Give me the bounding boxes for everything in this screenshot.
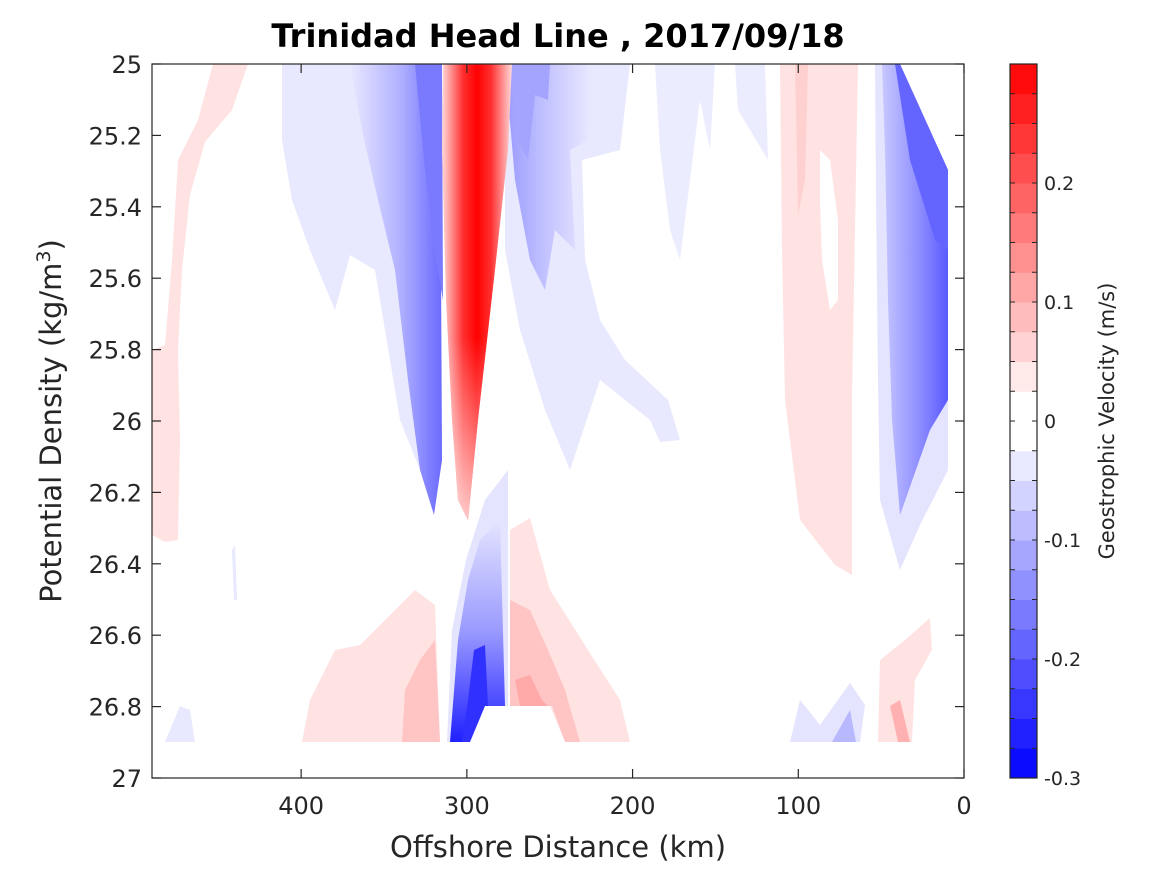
plot-area <box>152 64 964 778</box>
colorbar-swatch <box>1010 272 1037 303</box>
colorbar-swatch <box>1010 659 1037 690</box>
y-tick-label: 26 <box>111 408 142 436</box>
colorbar-swatch <box>1010 450 1037 481</box>
y-tick-label: 25 <box>111 51 142 79</box>
colorbar-swatch <box>1010 748 1037 779</box>
colorbar-swatch <box>1010 629 1037 660</box>
colorbar-swatch <box>1010 391 1037 422</box>
colorbar-swatch <box>1010 123 1037 154</box>
colorbar-swatch <box>1010 183 1037 214</box>
y-axis: 25 25.2 25.4 25.6 25.8 26 26.2 26.4 26.6 26.8 27 <box>89 51 964 793</box>
colorbar-swatch <box>1010 510 1037 541</box>
colorbar-swatch <box>1010 242 1037 273</box>
colorbar-tick-label: 0.2 <box>1044 173 1074 195</box>
contour-no-data-notch <box>470 706 565 742</box>
contour-nearshore-red-dark <box>795 64 808 215</box>
colorbar-swatch <box>1010 212 1037 243</box>
y-tick-label: 26.8 <box>89 694 142 722</box>
contour-nearshore-deep-red-core <box>890 700 910 742</box>
colorbar-tick-label: 0.1 <box>1044 292 1074 314</box>
contour-small-blue-offshore <box>165 706 195 742</box>
contour-red-core-fade <box>442 64 512 520</box>
contour-deep-red-lobe-inner <box>510 600 580 742</box>
colorbar-tick-label: -0.2 <box>1044 649 1081 671</box>
y-axis-label-superscript: 3 <box>33 250 55 262</box>
y-tick-label: 25.6 <box>89 265 142 293</box>
x-tick-label: 200 <box>610 792 656 820</box>
contour-offshore-red <box>152 64 248 542</box>
colorbar-swatch <box>1010 302 1037 333</box>
y-axis-label-main: Potential Density (kg/m <box>34 263 68 603</box>
contour-nearshore-red-gap <box>820 150 838 310</box>
contour-faint-blue-mid <box>655 64 715 260</box>
colorbar-swatch <box>1010 718 1037 749</box>
contour-blue-wedge <box>350 64 442 515</box>
colorbar-swatch <box>1010 93 1037 124</box>
contour-nearshore-deep-blue-core <box>832 710 856 742</box>
y-tick-label: 25.8 <box>89 337 142 365</box>
colorbar-swatch <box>1010 688 1037 719</box>
contour-coastal-blue-core <box>895 64 948 250</box>
colorbar-swatch <box>1010 480 1037 511</box>
colorbar-swatch <box>1010 569 1037 600</box>
y-tick-label: 27 <box>111 765 142 793</box>
colorbar-swatch <box>1010 599 1037 630</box>
y-tick-label: 25.2 <box>89 122 142 150</box>
colorbar-swatch <box>1010 361 1037 392</box>
y-tick-label: 26.4 <box>89 551 142 579</box>
y-tick-label: 26.2 <box>89 479 142 507</box>
contour-small-blue-speck <box>232 545 237 600</box>
x-axis-label: Offshore Distance (km) <box>390 830 726 864</box>
contour-deep-blue-lens-inner <box>450 520 505 742</box>
y-tick-label: 26.6 <box>89 622 142 650</box>
x-tick-label: 300 <box>444 792 490 820</box>
colorbar-swatch <box>1010 153 1037 184</box>
colorbar-tick-label: -0.1 <box>1044 530 1081 552</box>
colorbar-tick-label: 0 <box>1044 411 1056 433</box>
y-tick-label: 25.4 <box>89 194 142 222</box>
x-axis: 400 300 200 100 0 <box>278 64 972 820</box>
contour-faint-blue-mid2 <box>735 64 768 160</box>
chart-title: Trinidad Head Line , 2017/09/18 <box>271 17 844 55</box>
y-axis-label: Potential Density (kg/m3) <box>33 239 68 603</box>
colorbar: -0.3 -0.2 -0.1 0 0.1 0.2 <box>1009 63 1081 790</box>
contour-deep-red-left-inner <box>402 640 440 742</box>
colorbar-swatch <box>1010 421 1037 452</box>
y-axis-label-close: ) <box>34 239 68 250</box>
x-tick-label: 400 <box>278 792 324 820</box>
colorbar-tick-label: -0.3 <box>1044 768 1081 790</box>
contour-bottom-blank <box>152 742 964 778</box>
colorbar-swatch <box>1010 540 1037 571</box>
x-tick-label: 0 <box>956 792 971 820</box>
contour-blue-strip <box>415 64 443 300</box>
x-tick-label: 100 <box>775 792 821 820</box>
contour-blue-tongue-core <box>510 64 550 160</box>
colorbar-swatch <box>1010 64 1037 95</box>
colorbar-label: Geostrophic Velocity (m/s) <box>1095 283 1119 560</box>
colorbar-swatch <box>1010 331 1037 362</box>
contour-deep-red-lobe-core <box>515 675 548 706</box>
